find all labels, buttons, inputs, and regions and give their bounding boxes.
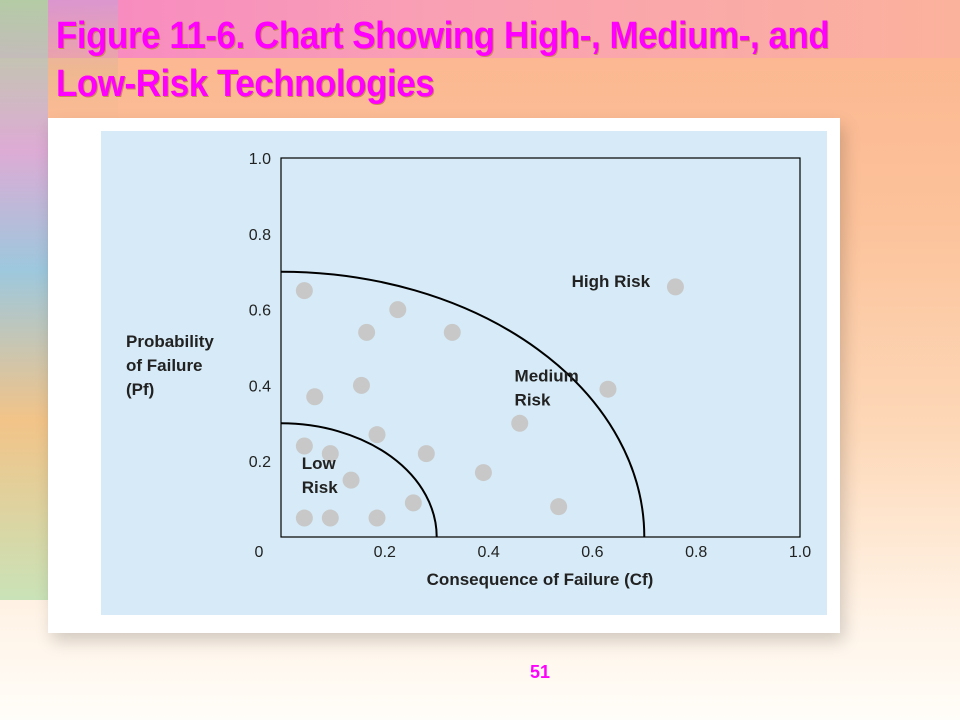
data-points <box>295 278 684 527</box>
x-tick-label: 0 <box>255 544 264 561</box>
data-point <box>666 278 684 296</box>
risk-boundaries <box>280 270 646 538</box>
x-tick-label: 0.4 <box>477 544 499 561</box>
x-tick-label: 0.8 <box>685 544 707 561</box>
plot-area <box>280 157 801 538</box>
data-point <box>511 414 529 432</box>
risk-chart: 0 0.2 0.4 0.6 0.8 1.0 0.2 0.4 0.6 0.8 1.0 Low Risk… <box>101 131 827 615</box>
data-point <box>368 426 386 444</box>
x-axis-label: Consequence of Failure (Cf) <box>427 570 654 589</box>
data-point <box>389 301 407 319</box>
figure-panel: 0 0.2 0.4 0.6 0.8 1.0 0.2 0.4 0.6 0.8 1.0 Low Risk… <box>48 118 840 633</box>
data-point <box>321 445 339 463</box>
data-point <box>550 498 568 516</box>
data-point <box>358 323 376 341</box>
data-point <box>321 509 339 527</box>
data-point <box>295 509 313 527</box>
data-point <box>368 509 386 527</box>
y-tick-label: 0.2 <box>249 454 271 471</box>
region-label-high-risk: High Risk <box>572 272 651 291</box>
y-tick-label: 0.8 <box>249 227 271 244</box>
region-label-medium-risk: Medium <box>515 367 579 386</box>
x-tick-label: 1.0 <box>789 544 811 561</box>
y-tick-label: 0.4 <box>249 378 271 395</box>
y-tick-label: 0.6 <box>249 303 271 320</box>
decorative-strip-overlay <box>48 0 118 120</box>
region-label-low-risk: Low <box>302 454 337 473</box>
data-point <box>306 388 324 406</box>
data-point <box>599 380 617 398</box>
x-tick-labels: 0 0.2 0.4 0.6 0.8 1.0 <box>255 544 812 561</box>
x-tick-label: 0.6 <box>581 544 603 561</box>
data-point <box>342 471 360 489</box>
y-tick-label: 1.0 <box>249 151 271 168</box>
y-axis-label-line-3: (Pf) <box>126 380 154 399</box>
region-label-low-risk: Risk <box>302 478 338 497</box>
decorative-strip <box>0 0 48 600</box>
y-axis-label-line-1: Probability <box>126 332 214 351</box>
data-point <box>443 323 461 341</box>
data-point <box>474 464 492 482</box>
data-point <box>417 445 435 463</box>
slide-title: Figure 11-6. Chart Showing High-, Medium… <box>56 15 830 105</box>
region-label-medium-risk: Risk <box>515 391 551 410</box>
data-point <box>295 282 313 300</box>
y-axis-label-line-2: of Failure <box>126 356 203 375</box>
y-tick-labels: 0.2 0.4 0.6 0.8 1.0 <box>249 151 271 471</box>
y-axis-label: Probability of Failure (Pf) <box>126 332 214 399</box>
boundary-medium-high <box>280 270 646 538</box>
data-point <box>295 437 313 455</box>
x-tick-label: 0.2 <box>374 544 396 561</box>
page-number: 51 <box>529 662 551 682</box>
region-labels: Low Risk Medium Risk High Risk <box>302 272 651 497</box>
boundary-low-medium <box>280 422 438 538</box>
data-point <box>404 494 422 512</box>
title-band <box>0 0 960 58</box>
data-point <box>352 376 370 394</box>
